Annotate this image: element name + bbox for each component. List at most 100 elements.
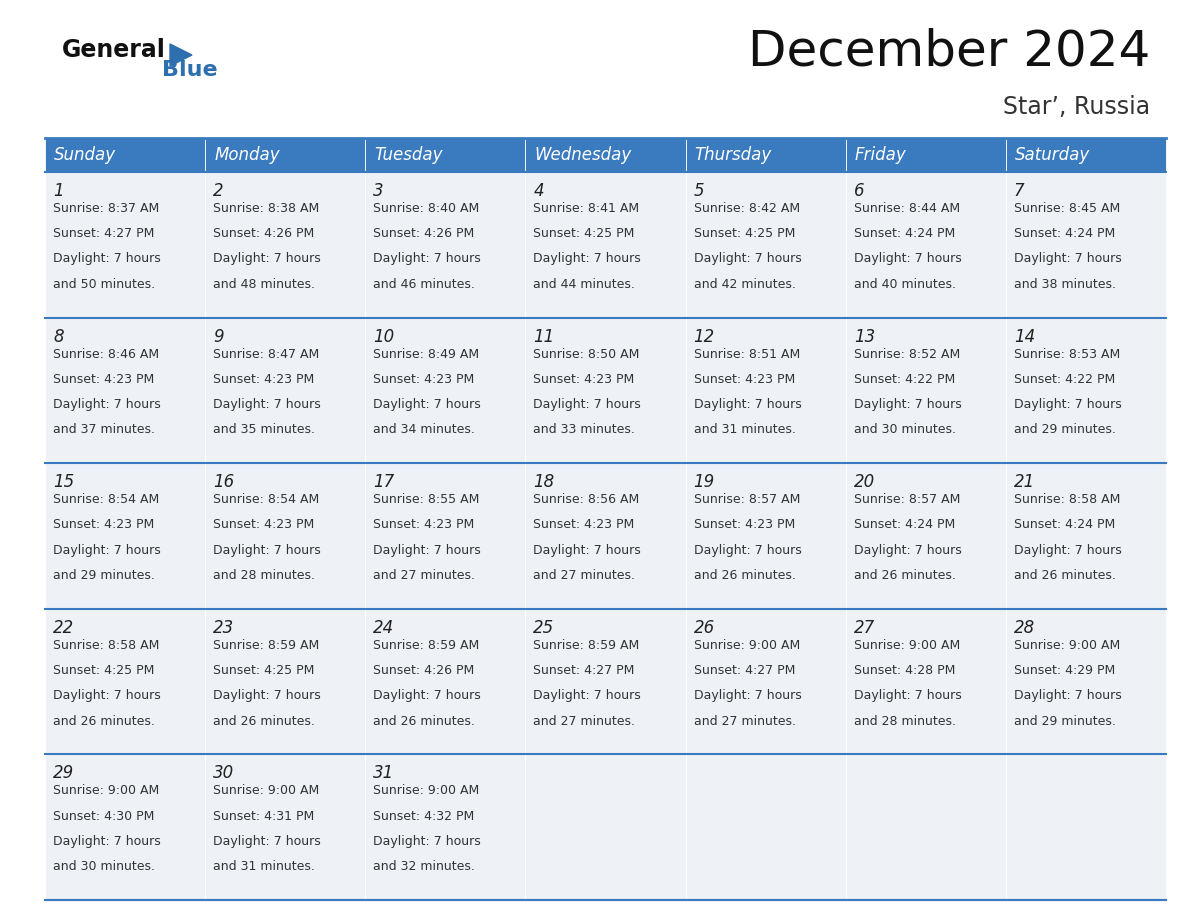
Text: Sunset: 4:24 PM: Sunset: 4:24 PM xyxy=(1013,228,1116,241)
Text: Sunset: 4:27 PM: Sunset: 4:27 PM xyxy=(533,664,634,677)
Text: Sunrise: 8:42 AM: Sunrise: 8:42 AM xyxy=(694,202,800,215)
Text: and 27 minutes.: and 27 minutes. xyxy=(373,569,475,582)
Text: 24: 24 xyxy=(373,619,394,637)
Bar xyxy=(45,138,206,172)
Bar xyxy=(1006,172,1165,318)
Text: and 26 minutes.: and 26 minutes. xyxy=(694,569,796,582)
Text: Daylight: 7 hours: Daylight: 7 hours xyxy=(1013,398,1121,411)
Text: Sunset: 4:24 PM: Sunset: 4:24 PM xyxy=(854,228,955,241)
Text: Daylight: 7 hours: Daylight: 7 hours xyxy=(694,398,802,411)
Text: Sunset: 4:26 PM: Sunset: 4:26 PM xyxy=(373,664,474,677)
Text: Sunrise: 8:58 AM: Sunrise: 8:58 AM xyxy=(1013,493,1120,506)
Text: 9: 9 xyxy=(213,328,223,345)
Text: Sunrise: 8:59 AM: Sunrise: 8:59 AM xyxy=(373,639,480,652)
Text: Thursday: Thursday xyxy=(695,146,772,164)
Text: and 29 minutes.: and 29 minutes. xyxy=(1013,423,1116,436)
Bar xyxy=(206,755,365,900)
Bar xyxy=(685,464,846,609)
Text: Sunrise: 9:00 AM: Sunrise: 9:00 AM xyxy=(854,639,960,652)
Bar xyxy=(525,464,685,609)
Text: Daylight: 7 hours: Daylight: 7 hours xyxy=(854,689,961,702)
Text: and 30 minutes.: and 30 minutes. xyxy=(53,860,154,873)
Text: Daylight: 7 hours: Daylight: 7 hours xyxy=(213,543,321,556)
Text: Sunrise: 9:00 AM: Sunrise: 9:00 AM xyxy=(1013,639,1120,652)
Text: Sunset: 4:26 PM: Sunset: 4:26 PM xyxy=(373,228,474,241)
Text: Daylight: 7 hours: Daylight: 7 hours xyxy=(1013,252,1121,265)
Text: 21: 21 xyxy=(1013,473,1035,491)
Text: 30: 30 xyxy=(213,765,234,782)
Text: 19: 19 xyxy=(694,473,715,491)
Text: 27: 27 xyxy=(854,619,876,637)
Text: Star’, Russia: Star’, Russia xyxy=(1003,95,1150,119)
Text: Sunrise: 8:46 AM: Sunrise: 8:46 AM xyxy=(53,348,159,361)
Text: Sunrise: 8:38 AM: Sunrise: 8:38 AM xyxy=(213,202,320,215)
Text: and 32 minutes.: and 32 minutes. xyxy=(373,860,475,873)
Text: Blue: Blue xyxy=(162,60,217,80)
Bar xyxy=(365,138,525,172)
Text: Daylight: 7 hours: Daylight: 7 hours xyxy=(53,689,160,702)
Text: and 29 minutes.: and 29 minutes. xyxy=(53,569,154,582)
Bar xyxy=(846,138,1006,172)
Text: Sunset: 4:23 PM: Sunset: 4:23 PM xyxy=(213,373,315,386)
Text: and 40 minutes.: and 40 minutes. xyxy=(854,278,955,291)
Text: Sunset: 4:25 PM: Sunset: 4:25 PM xyxy=(53,664,154,677)
Text: Sunset: 4:25 PM: Sunset: 4:25 PM xyxy=(213,664,315,677)
Bar xyxy=(525,138,685,172)
Text: and 30 minutes.: and 30 minutes. xyxy=(854,423,955,436)
Text: 3: 3 xyxy=(373,182,384,200)
Bar xyxy=(1006,755,1165,900)
Text: Sunrise: 8:50 AM: Sunrise: 8:50 AM xyxy=(533,348,640,361)
Text: Daylight: 7 hours: Daylight: 7 hours xyxy=(854,398,961,411)
Text: and 38 minutes.: and 38 minutes. xyxy=(1013,278,1116,291)
Text: Sunset: 4:23 PM: Sunset: 4:23 PM xyxy=(213,519,315,532)
Text: Sunset: 4:23 PM: Sunset: 4:23 PM xyxy=(694,519,795,532)
Bar xyxy=(846,755,1006,900)
Text: and 31 minutes.: and 31 minutes. xyxy=(694,423,796,436)
Text: Daylight: 7 hours: Daylight: 7 hours xyxy=(533,543,642,556)
Text: and 37 minutes.: and 37 minutes. xyxy=(53,423,154,436)
Text: and 26 minutes.: and 26 minutes. xyxy=(53,714,154,728)
Text: Daylight: 7 hours: Daylight: 7 hours xyxy=(533,252,642,265)
Text: Sunrise: 8:56 AM: Sunrise: 8:56 AM xyxy=(533,493,639,506)
Text: 17: 17 xyxy=(373,473,394,491)
Text: 6: 6 xyxy=(854,182,865,200)
Text: Sunset: 4:22 PM: Sunset: 4:22 PM xyxy=(854,373,955,386)
Text: Wednesday: Wednesday xyxy=(535,146,632,164)
Text: 15: 15 xyxy=(53,473,74,491)
Text: Sunrise: 8:37 AM: Sunrise: 8:37 AM xyxy=(53,202,159,215)
Bar xyxy=(1006,609,1165,755)
Text: Daylight: 7 hours: Daylight: 7 hours xyxy=(373,689,481,702)
Text: 2: 2 xyxy=(213,182,223,200)
Bar xyxy=(525,609,685,755)
Bar xyxy=(45,318,206,464)
Text: 18: 18 xyxy=(533,473,555,491)
Text: Sunrise: 8:47 AM: Sunrise: 8:47 AM xyxy=(213,348,320,361)
Text: Monday: Monday xyxy=(214,146,279,164)
Bar xyxy=(206,609,365,755)
Bar xyxy=(685,138,846,172)
Text: and 26 minutes.: and 26 minutes. xyxy=(854,569,955,582)
Text: Sunrise: 8:57 AM: Sunrise: 8:57 AM xyxy=(694,493,800,506)
Text: Sunrise: 8:44 AM: Sunrise: 8:44 AM xyxy=(854,202,960,215)
Text: 11: 11 xyxy=(533,328,555,345)
Bar xyxy=(206,464,365,609)
Text: Sunset: 4:23 PM: Sunset: 4:23 PM xyxy=(373,373,474,386)
Text: Sunrise: 8:55 AM: Sunrise: 8:55 AM xyxy=(373,493,480,506)
Text: Sunset: 4:29 PM: Sunset: 4:29 PM xyxy=(1013,664,1116,677)
Text: Daylight: 7 hours: Daylight: 7 hours xyxy=(373,543,481,556)
Bar xyxy=(365,464,525,609)
Text: and 27 minutes.: and 27 minutes. xyxy=(533,714,636,728)
Bar xyxy=(365,172,525,318)
Text: 5: 5 xyxy=(694,182,704,200)
Text: and 26 minutes.: and 26 minutes. xyxy=(373,714,475,728)
Text: Sunrise: 8:41 AM: Sunrise: 8:41 AM xyxy=(533,202,639,215)
Bar xyxy=(525,172,685,318)
Text: Daylight: 7 hours: Daylight: 7 hours xyxy=(533,398,642,411)
Text: 12: 12 xyxy=(694,328,715,345)
Text: Daylight: 7 hours: Daylight: 7 hours xyxy=(854,252,961,265)
Bar xyxy=(1006,318,1165,464)
Bar xyxy=(685,172,846,318)
Text: Sunrise: 9:00 AM: Sunrise: 9:00 AM xyxy=(213,784,320,798)
Text: Sunrise: 8:59 AM: Sunrise: 8:59 AM xyxy=(533,639,639,652)
Text: and 34 minutes.: and 34 minutes. xyxy=(373,423,475,436)
